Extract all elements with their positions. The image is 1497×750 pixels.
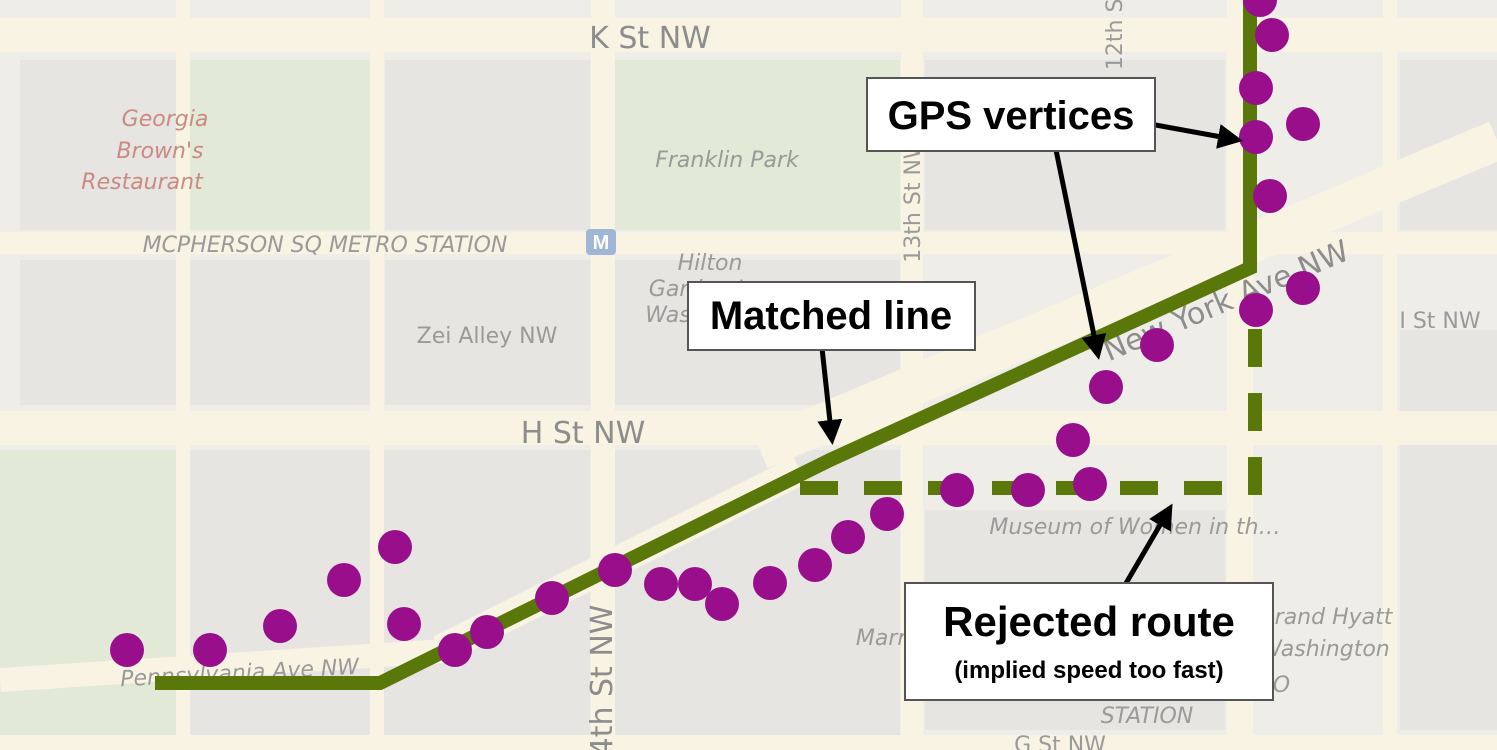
gps-vertex	[831, 520, 865, 554]
gps-vertex	[940, 473, 974, 507]
arrow	[1149, 121, 1243, 149]
annotation-label: Rejected route	[943, 598, 1235, 645]
poi-label: Hilton	[678, 251, 743, 276]
gps-vertex	[798, 548, 832, 582]
gps-vertex	[1253, 179, 1287, 213]
street-label: Zei Alley NW	[417, 324, 558, 349]
gps-vertex	[1286, 271, 1320, 305]
annotations: GPS vertices Matched line Rejected route…	[687, 77, 1274, 701]
gps-vertex	[870, 497, 904, 531]
gps-vertex	[598, 553, 632, 587]
annotation-label: GPS vertices	[888, 94, 1135, 138]
gps-vertex	[263, 609, 297, 643]
annotation-label: Matched line	[710, 294, 952, 338]
metro-icon-label: M	[593, 232, 610, 254]
gps-vertex	[470, 615, 504, 649]
annotation-note: (implied speed too fast)	[954, 657, 1223, 684]
gps-vertex	[1255, 18, 1289, 52]
gps-vertex	[1286, 107, 1320, 141]
gps-vertex	[644, 567, 678, 601]
gps-vertex	[438, 633, 472, 667]
poi-label: Georgia	[122, 107, 209, 132]
gps-vertex	[327, 563, 361, 597]
poi-label: Brown's	[116, 139, 203, 164]
street-label: 13th St NW	[901, 137, 926, 263]
gps-vertex	[378, 530, 412, 564]
matched-line	[155, 0, 1257, 690]
metro-icon	[586, 229, 616, 255]
gps-vertex	[1239, 71, 1273, 105]
gps-vertex	[1239, 120, 1273, 154]
gps-vertex	[1073, 467, 1107, 501]
arrow	[1052, 144, 1107, 360]
park-label: Franklin Park	[655, 148, 800, 173]
arrow	[1122, 503, 1173, 587]
arrow	[817, 347, 843, 445]
street-label: G St NW	[1014, 733, 1106, 750]
street-label: 12th St	[1103, 0, 1128, 70]
gps-vertex	[1239, 293, 1273, 327]
street-label: I St NW	[1399, 309, 1481, 334]
annotation-box	[904, 582, 1274, 701]
gps-vertex	[1056, 423, 1090, 457]
street-label: H St NW	[521, 416, 646, 451]
street-label: 14th St NW	[585, 605, 620, 750]
street-label: K St NW	[589, 21, 711, 56]
gps-vertex	[705, 587, 739, 621]
poi-label: Restaurant	[81, 170, 204, 195]
gps-vertex	[1243, 0, 1277, 17]
gps-vertex	[1140, 328, 1174, 362]
poi-label: Museum of Women in th…	[989, 515, 1280, 540]
gps-vertices	[110, 0, 1320, 667]
gps-vertex	[387, 607, 421, 641]
gps-vertex	[753, 566, 787, 600]
gps-vertex	[535, 581, 569, 615]
gps-vertex	[193, 633, 227, 667]
station-label: STATION	[1101, 704, 1194, 729]
poi-label: Grand Hyatt	[1258, 605, 1394, 630]
annotation-box	[687, 281, 976, 351]
gps-vertex	[1011, 473, 1045, 507]
gps-vertex	[678, 567, 712, 601]
poi-label: Washington	[1260, 637, 1390, 662]
gps-vertex	[110, 633, 144, 667]
gps-vertex	[1089, 370, 1123, 404]
station-label: MCPHERSON SQ METRO STATION	[143, 233, 508, 258]
annotation-box	[866, 77, 1156, 152]
